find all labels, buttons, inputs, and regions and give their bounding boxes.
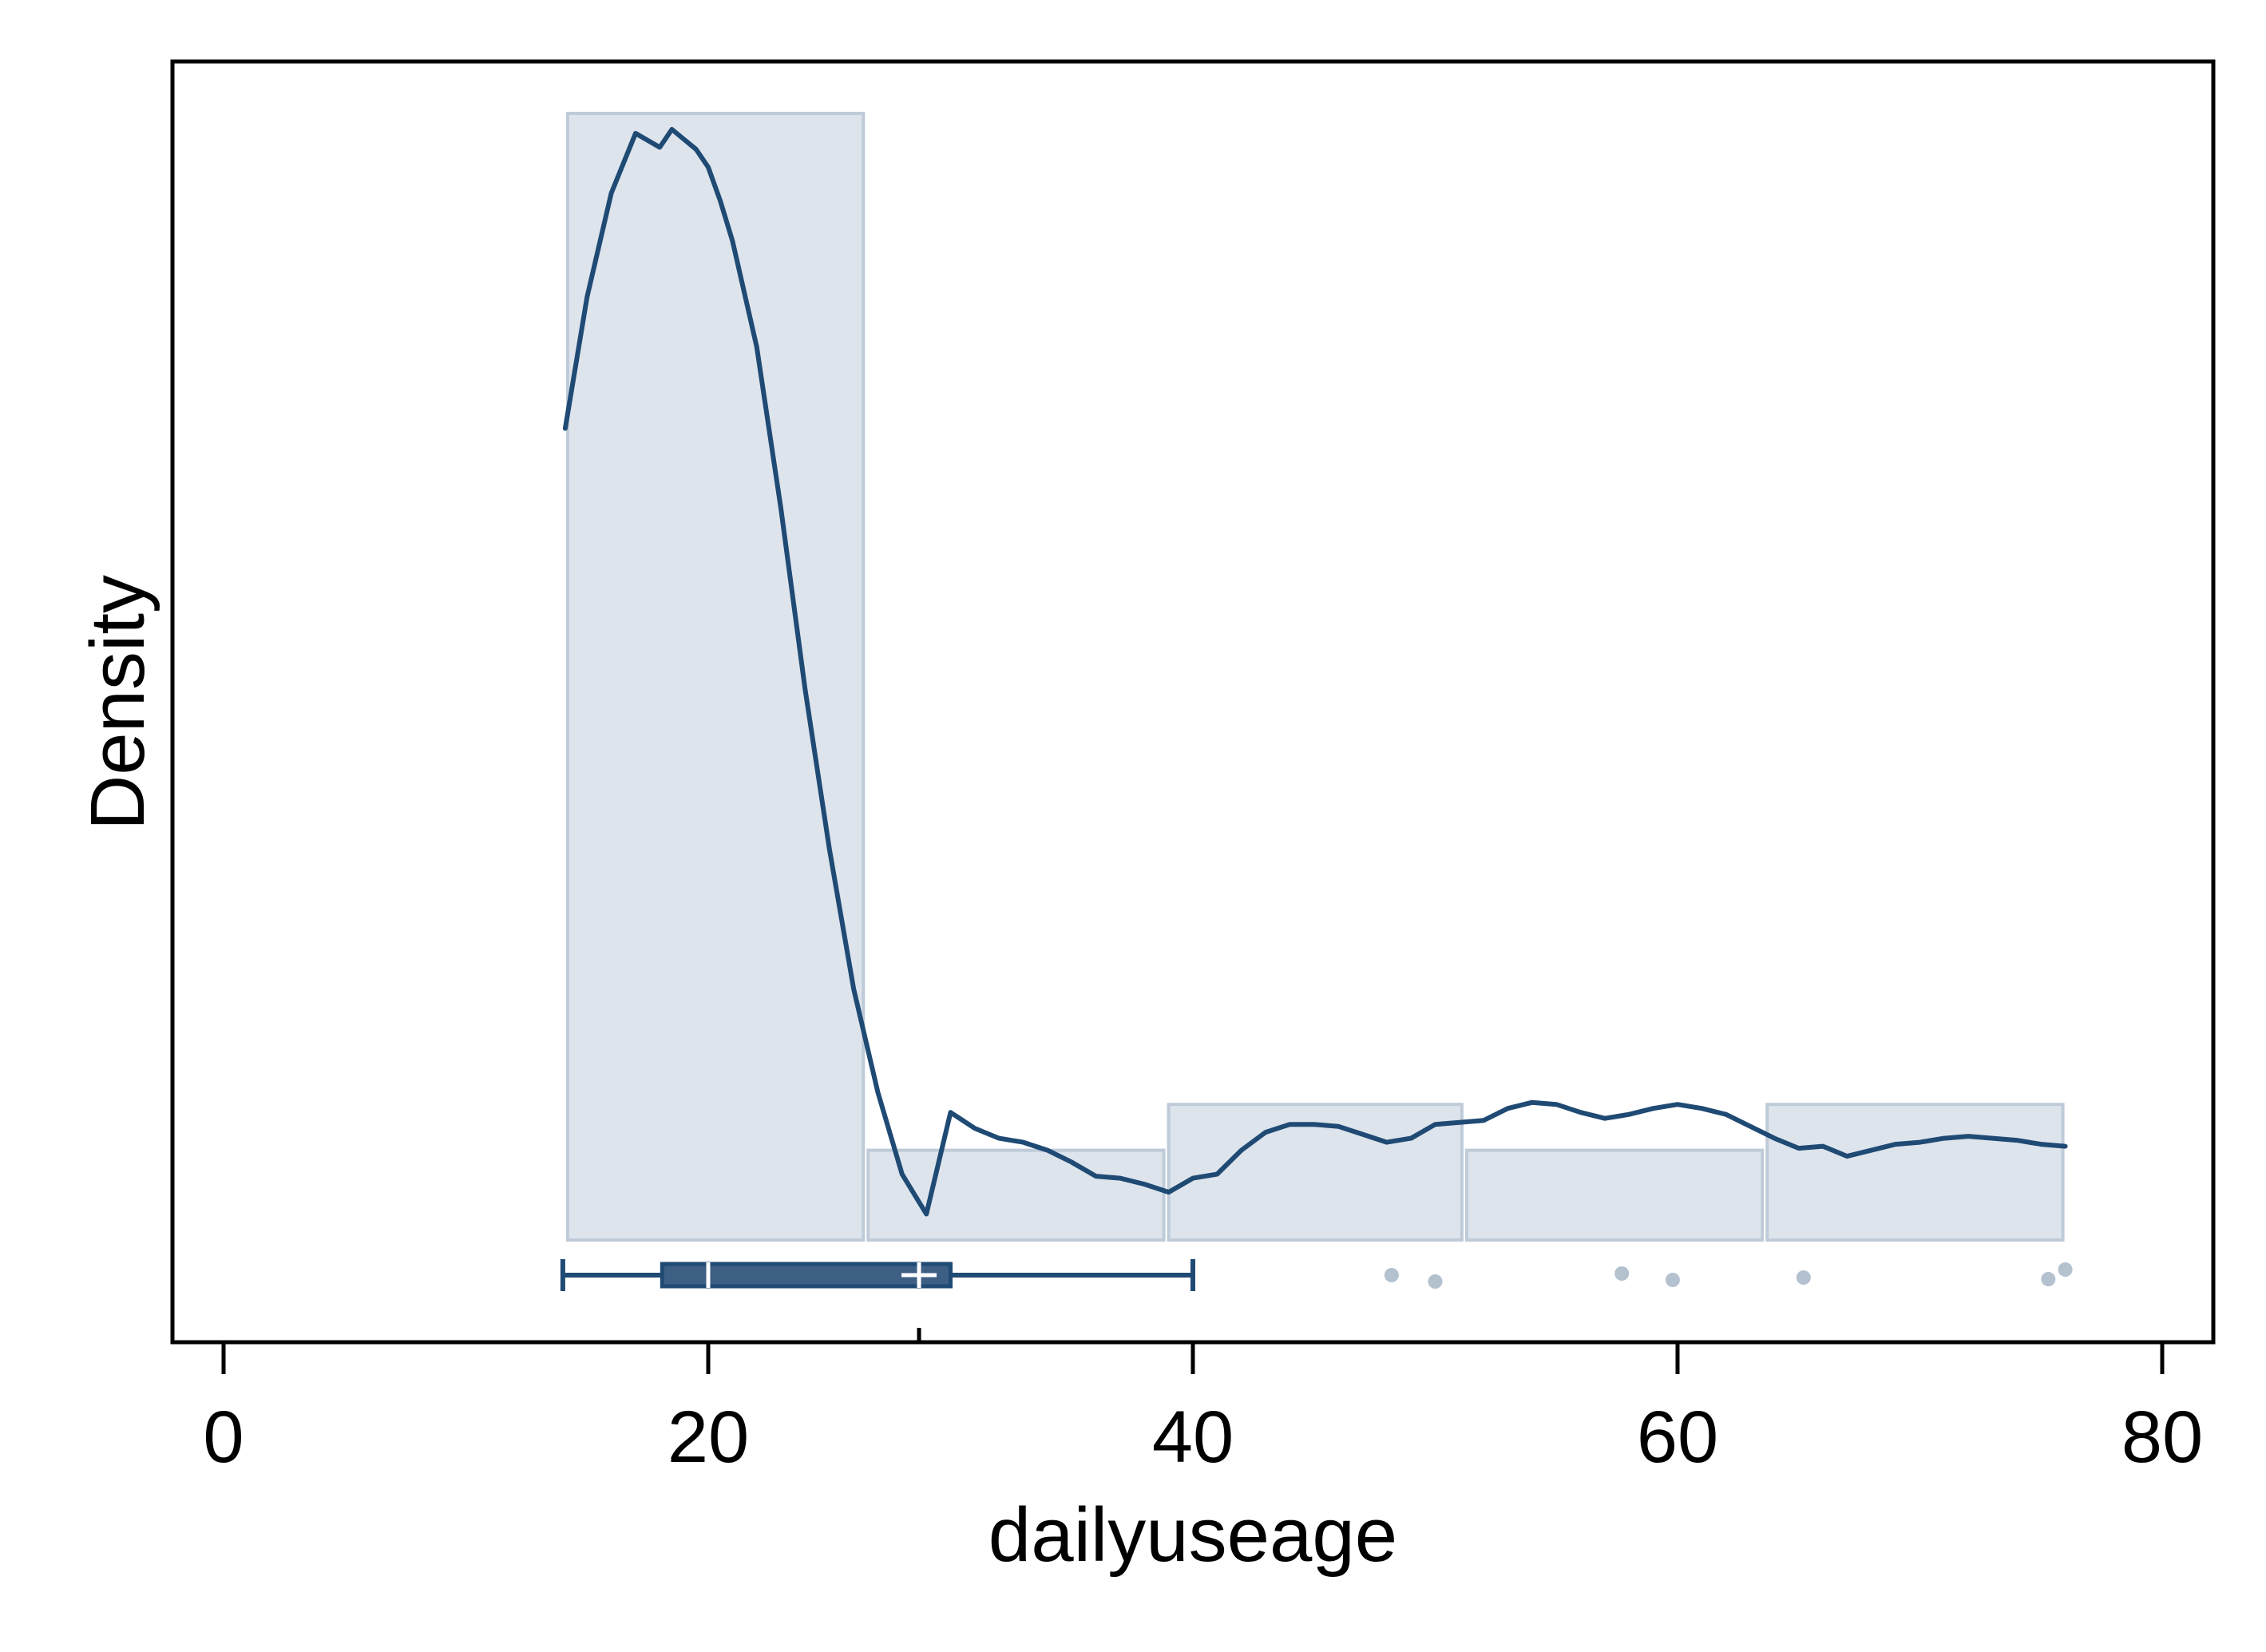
x-axis: 0 20 40 60 80 [203, 1342, 2203, 1478]
density-curve [562, 127, 2068, 1217]
boxplot-outlier [2058, 1262, 2073, 1277]
boxplot-group [560, 1259, 2073, 1342]
x-tick-label: 40 [1152, 1396, 1234, 1478]
boxplot-outlier [1384, 1268, 1399, 1282]
histogram-bars [565, 112, 2065, 1242]
histogram-bar-5 [1765, 1103, 2065, 1242]
x-tick-label: 20 [668, 1396, 749, 1478]
boxplot-outlier [1614, 1266, 1630, 1281]
boxplot-outlier [1665, 1273, 1680, 1287]
x-tick-label: 0 [203, 1396, 244, 1478]
histogram-bar-4 [1464, 1148, 1765, 1242]
boxplot-outlier [1428, 1274, 1443, 1289]
boxplot-outlier [2041, 1272, 2056, 1286]
x-axis-title: dailyuseage [988, 1492, 1397, 1578]
density-curve-group [562, 127, 2068, 1217]
boxplot-outlier [1796, 1270, 1811, 1285]
x-tick-label: 80 [2121, 1396, 2203, 1478]
histogram-bar-1 [565, 112, 866, 1242]
y-axis-title: Density [75, 575, 160, 830]
x-tick-label: 60 [1637, 1396, 1718, 1478]
